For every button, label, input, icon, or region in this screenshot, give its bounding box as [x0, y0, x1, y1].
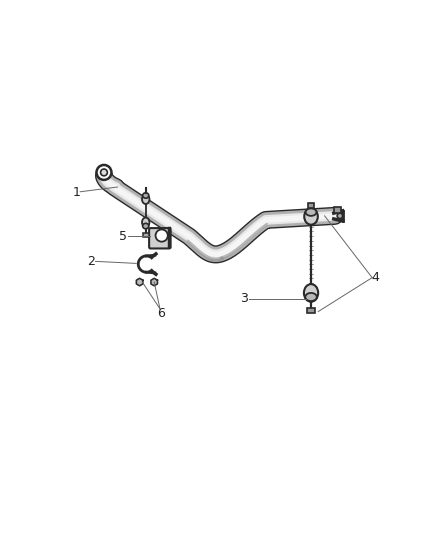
FancyBboxPatch shape: [334, 207, 341, 213]
FancyBboxPatch shape: [307, 308, 315, 313]
Circle shape: [96, 165, 111, 180]
FancyBboxPatch shape: [307, 203, 314, 208]
Circle shape: [101, 169, 107, 176]
Text: 3: 3: [240, 292, 248, 305]
Ellipse shape: [143, 223, 149, 229]
Ellipse shape: [143, 193, 149, 198]
Polygon shape: [136, 278, 143, 286]
Text: 5: 5: [119, 230, 127, 243]
Circle shape: [155, 229, 168, 241]
Ellipse shape: [305, 293, 317, 301]
Ellipse shape: [304, 208, 318, 225]
Text: 6: 6: [157, 307, 165, 320]
FancyBboxPatch shape: [143, 232, 149, 237]
Text: 1: 1: [73, 185, 81, 199]
Ellipse shape: [142, 195, 149, 204]
Text: 2: 2: [87, 255, 95, 268]
FancyBboxPatch shape: [149, 228, 170, 248]
Circle shape: [337, 213, 343, 219]
Ellipse shape: [142, 217, 149, 227]
Ellipse shape: [304, 284, 318, 302]
Text: 4: 4: [371, 271, 379, 284]
Ellipse shape: [306, 208, 317, 216]
Polygon shape: [151, 278, 157, 286]
